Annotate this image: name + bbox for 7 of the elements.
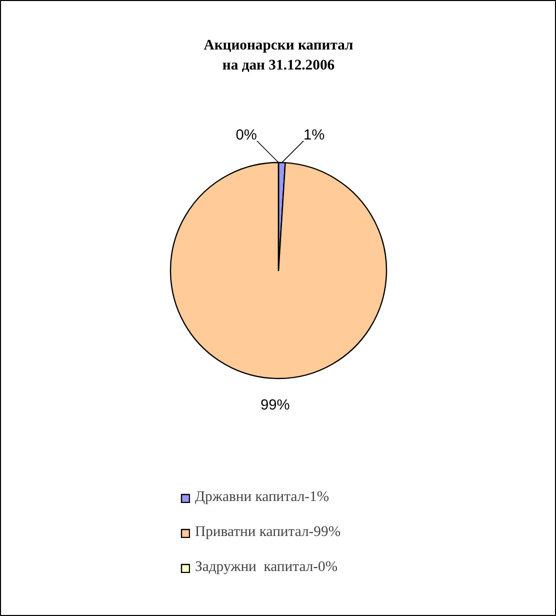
legend-label: Приватни капитал-99%: [195, 524, 341, 541]
data-label: 99%: [260, 397, 290, 414]
legend-label: Државни капитал-1%: [195, 489, 330, 506]
data-label: 1%: [303, 128, 325, 144]
legend-label: Задружни капитал-0%: [195, 559, 338, 576]
chart-title: Акционарски капитал на дан 31.12.2006: [204, 38, 354, 74]
text: 0%: [236, 128, 257, 144]
